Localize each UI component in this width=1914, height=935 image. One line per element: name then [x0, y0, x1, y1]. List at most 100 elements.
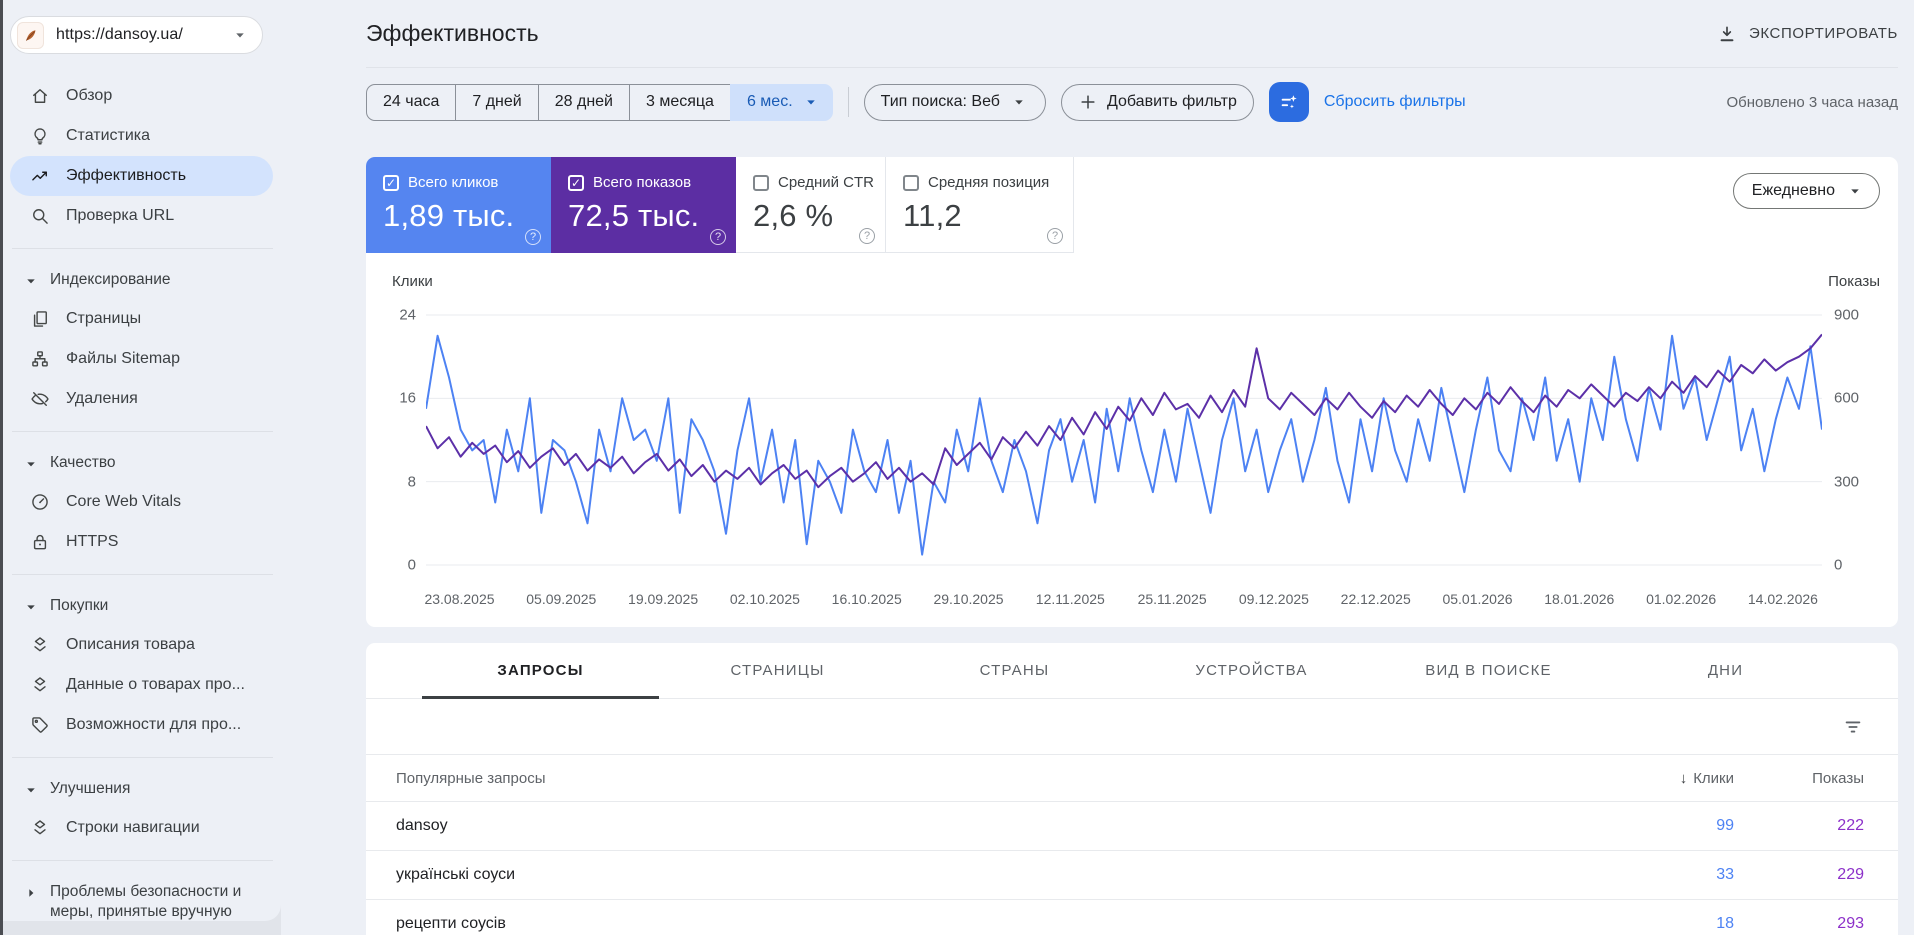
sidebar-item-label: Страницы [66, 310, 141, 328]
sidebar-section-header[interactable]: Улучшения [10, 770, 273, 808]
metric-label: Средний CTR [778, 174, 874, 191]
caret-down-icon [22, 597, 40, 615]
property-favicon [17, 22, 44, 49]
sidebar-item[interactable]: Строки навигации [10, 808, 273, 848]
chevron-down-icon [1009, 92, 1029, 112]
sidebar-section-header[interactable]: Качество [10, 444, 273, 482]
eye-off-icon [30, 389, 50, 409]
sidebar-section-label: Индексирование [50, 270, 171, 290]
metric-card[interactable]: ✓Всего показов72,5 тыс.? [551, 157, 736, 253]
metric-checkbox[interactable] [753, 175, 769, 191]
help-icon[interactable]: ? [859, 228, 875, 244]
help-icon[interactable]: ? [710, 229, 726, 245]
sidebar-item[interactable]: Файлы Sitemap [10, 339, 273, 379]
sidebar-item[interactable]: Страницы [10, 299, 273, 339]
left-axis-tick: 0 [408, 557, 416, 574]
date-range-chip[interactable]: 24 часа [366, 84, 456, 121]
trend-icon [30, 166, 50, 186]
tab-5[interactable]: ДНИ [1607, 643, 1844, 698]
caret-down-icon [22, 454, 40, 472]
help-icon[interactable]: ? [525, 229, 541, 245]
date-range-chip-selected[interactable]: 6 мес. [730, 84, 833, 121]
sidebar-item[interactable]: Проверка URL [10, 196, 273, 236]
left-axis-ticks: 241680 [378, 299, 426, 579]
date-range-chip[interactable]: 3 месяца [629, 84, 731, 121]
property-selector[interactable]: https://dansoy.ua/ [10, 16, 263, 54]
sidebar-section-header[interactable]: Проблемы безопасности и меры, принятые в… [10, 873, 273, 931]
metric-card[interactable]: ✓Всего кликов1,89 тыс.? [366, 157, 551, 253]
sidebar-item[interactable]: Возможности для про... [10, 705, 273, 745]
sidebar-item[interactable]: Описания товара [10, 625, 273, 665]
tab-4[interactable]: ВИД В ПОИСКЕ [1370, 643, 1607, 698]
sidebar-item[interactable]: Эффективность [10, 156, 273, 196]
sidebar-section-header[interactable]: Индексирование [10, 261, 273, 299]
download-icon [1717, 24, 1737, 44]
impressions-column-header[interactable]: Показы [1734, 770, 1864, 787]
metric-checkbox[interactable] [903, 175, 919, 191]
date-range-selected-label: 6 мес. [747, 93, 793, 111]
sidebar-item-label: Статистика [66, 127, 150, 145]
search-type-filter[interactable]: Тип поиска: Веб [864, 84, 1046, 121]
metric-checkbox[interactable]: ✓ [568, 175, 584, 191]
left-axis-title: Клики [392, 273, 433, 290]
table-row[interactable]: dansoy99222 [366, 801, 1898, 850]
tab-1[interactable]: СТРАНИЦЫ [659, 643, 896, 698]
sidebar-item[interactable]: Core Web Vitals [10, 482, 273, 522]
plus-icon [1078, 92, 1098, 112]
clicks-cell: 33 [1614, 866, 1734, 884]
filter-list-icon[interactable] [1842, 716, 1864, 738]
line-chart: Клики Показы 241680 9006003000 23.08.202… [366, 273, 1898, 615]
add-filter-label: Добавить фильтр [1107, 93, 1237, 111]
page-title: Эффективность [366, 20, 539, 47]
filter-separator [848, 87, 849, 117]
export-button[interactable]: ЭКСПОРТИРОВАТЬ [1717, 24, 1898, 44]
table-row[interactable]: рецепти соусів18293 [366, 899, 1898, 935]
sidebar-section-header[interactable]: Покупки [10, 587, 273, 625]
sidebar-item[interactable]: Данные о товарах про... [10, 665, 273, 705]
tab-3[interactable]: УСТРОЙСТВА [1133, 643, 1370, 698]
clicks-column-header[interactable]: ↓Клики [1614, 770, 1734, 787]
reset-filters-link[interactable]: Сбросить фильтры [1324, 93, 1466, 111]
window-edge [0, 0, 3, 935]
sidebar-item[interactable]: Обзор [10, 76, 273, 116]
pages-icon [30, 309, 50, 329]
sidebar-item[interactable]: Удаления [10, 379, 273, 419]
metric-card-top: Средний CTR [753, 174, 871, 191]
tab-2[interactable]: СТРАНЫ [896, 643, 1133, 698]
date-range-chip[interactable]: 7 дней [455, 84, 538, 121]
dimension-tabs: ЗАПРОСЫСТРАНИЦЫСТРАНЫУСТРОЙСТВАВИД В ПОИ… [366, 643, 1898, 699]
metric-card[interactable]: Средняя позиция11,2? [886, 157, 1074, 253]
caret-down-icon [22, 271, 40, 289]
tab-active[interactable]: ЗАПРОСЫ [422, 643, 659, 698]
table-header-row: Популярные запросы ↓Клики Показы [366, 755, 1898, 801]
add-filter-button[interactable]: Добавить фильтр [1061, 84, 1254, 121]
sidebar-divider [12, 248, 273, 249]
x-axis-label: 23.08.2025 [424, 591, 494, 607]
export-label: ЭКСПОРТИРОВАТЬ [1749, 25, 1898, 42]
help-icon[interactable]: ? [1047, 228, 1063, 244]
metric-value: 2,6 % [753, 198, 871, 234]
chart-row: 241680 9006003000 [378, 299, 1884, 579]
query-cell: українські соуси [396, 866, 1614, 884]
right-axis-tick: 0 [1834, 557, 1842, 574]
lock-icon [30, 532, 50, 552]
ai-filter-button[interactable] [1269, 82, 1309, 122]
chart-plot-area[interactable] [426, 299, 1822, 579]
right-axis-tick: 900 [1834, 307, 1859, 324]
right-axis-title: Показы [1828, 273, 1880, 290]
table-row[interactable]: українські соуси33229 [366, 850, 1898, 899]
date-range-chip[interactable]: 28 дней [538, 84, 630, 121]
sidebar-item-label: Файлы Sitemap [66, 350, 180, 368]
metric-cards: ✓Всего кликов1,89 тыс.?✓Всего показов72,… [366, 157, 1898, 253]
metric-checkbox[interactable]: ✓ [383, 175, 399, 191]
metric-card[interactable]: Средний CTR 2,6 %? [736, 157, 886, 253]
granularity-dropdown[interactable]: Ежедневно [1733, 173, 1880, 209]
sidebar-divider [12, 431, 273, 432]
sidebar-item-label: Удаления [66, 390, 138, 408]
series-clicks-line [426, 336, 1822, 555]
sidebar-item[interactable]: Статистика [10, 116, 273, 156]
query-column-header[interactable]: Популярные запросы [396, 770, 1614, 787]
sidebar-item[interactable]: HTTPS [10, 522, 273, 562]
x-axis-label: 29.10.2025 [933, 591, 1003, 607]
sidebar-divider [12, 757, 273, 758]
